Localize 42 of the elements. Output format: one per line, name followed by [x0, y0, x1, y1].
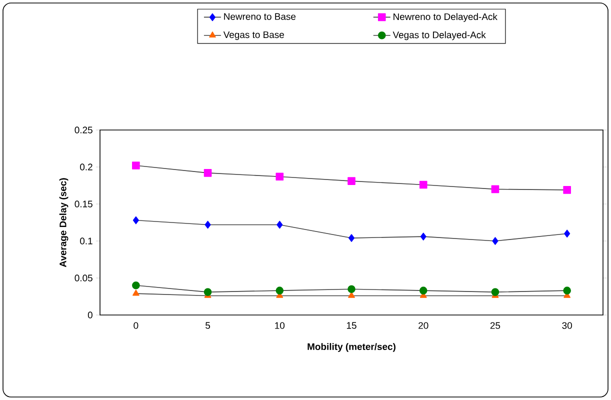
x-tick-label: 5	[206, 322, 210, 329]
y-tick-label: 0.25	[74, 126, 92, 134]
y-tick-label: 0.15	[74, 200, 92, 208]
point	[419, 180, 428, 189]
y-tick-label: 0.1	[80, 238, 92, 244]
x-tick-label: 15	[346, 322, 356, 329]
x-axis-title: Mobility (meter/sec)	[308, 343, 396, 352]
x-tick-label: 10	[275, 322, 285, 329]
x-tick-label: 0	[134, 322, 138, 329]
point	[348, 234, 355, 242]
point	[420, 232, 426, 240]
point	[204, 288, 212, 296]
legend-label: Newreno to Base	[224, 13, 296, 20]
point	[419, 286, 428, 294]
point	[132, 282, 140, 290]
point	[132, 290, 140, 296]
point	[563, 286, 571, 294]
point	[563, 186, 571, 194]
point	[348, 177, 356, 185]
point	[491, 185, 500, 194]
point	[276, 172, 284, 181]
legend-label: Vegas to Delayed-Ack	[392, 31, 486, 40]
point	[204, 220, 211, 229]
point	[204, 169, 212, 177]
x-tick-label: 25	[490, 322, 500, 329]
y-axis-title: Average Delay (sec)	[59, 178, 68, 268]
point	[276, 220, 283, 229]
legend-label: Vegas to Base	[223, 31, 284, 40]
point	[492, 237, 498, 245]
y-tick-label: 0.05	[74, 274, 92, 282]
x-tick-label: 30	[562, 322, 572, 329]
y-tick-label: 0	[88, 312, 92, 318]
point	[132, 162, 140, 170]
point	[276, 286, 284, 294]
point	[132, 216, 139, 224]
x-tick-label: 20	[418, 322, 428, 329]
point	[491, 288, 500, 296]
point	[564, 230, 570, 238]
point	[348, 285, 356, 293]
point	[348, 292, 355, 298]
y-tick-label: 0.2	[80, 164, 92, 170]
legend-label: Newreno to Delayed-Ack	[394, 13, 498, 22]
